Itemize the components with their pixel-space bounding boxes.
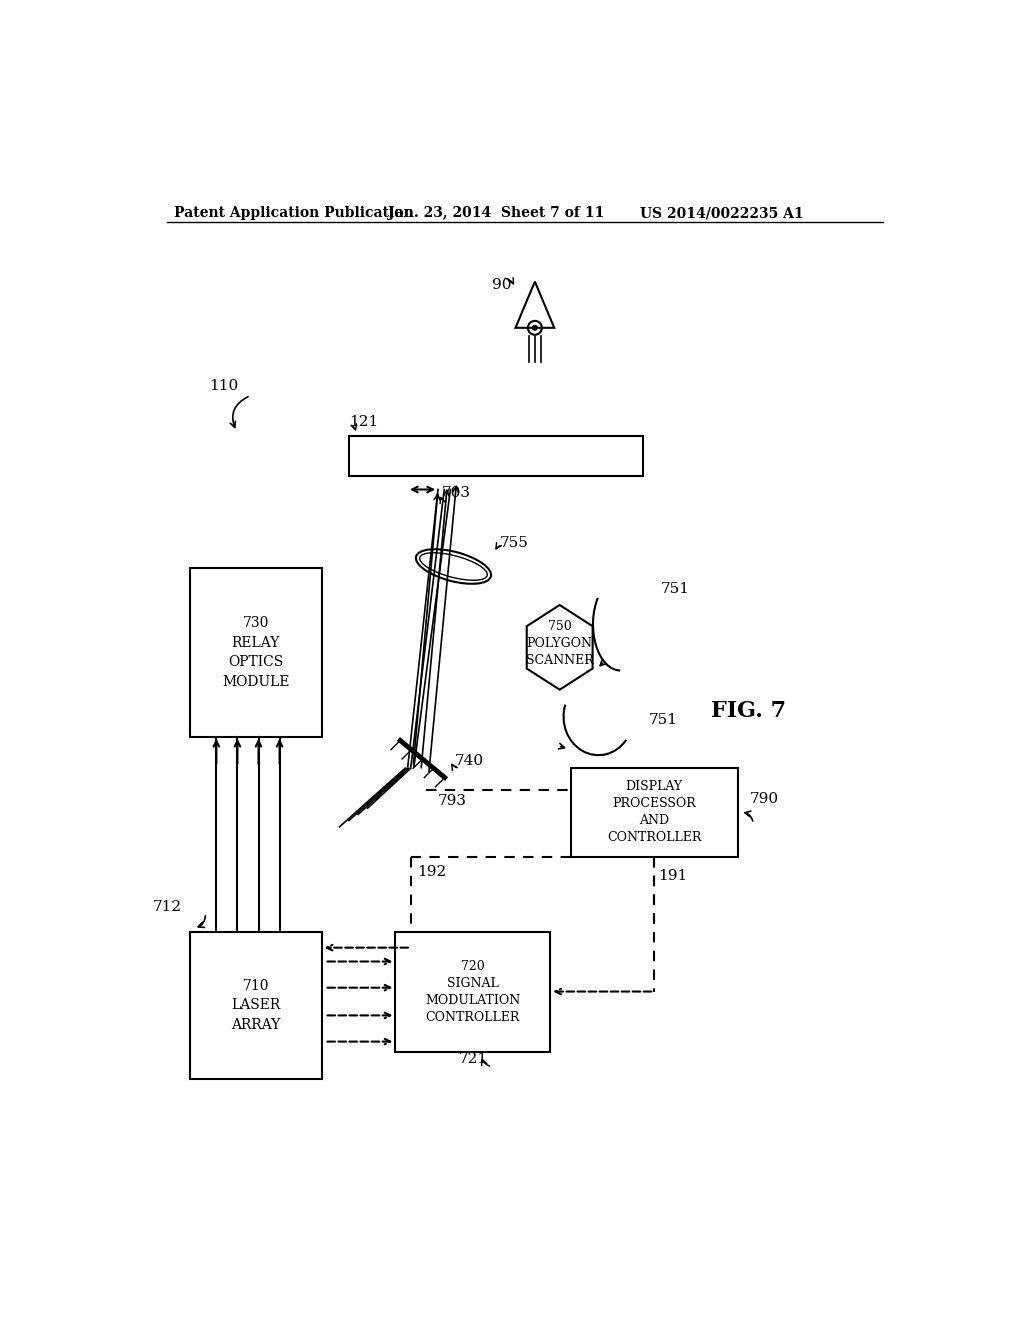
Circle shape (532, 326, 538, 330)
Text: 191: 191 (658, 869, 687, 883)
Text: Patent Application Publication: Patent Application Publication (174, 206, 414, 220)
Text: 121: 121 (349, 414, 378, 429)
Text: US 2014/0022235 A1: US 2014/0022235 A1 (640, 206, 803, 220)
Text: 721: 721 (459, 1052, 487, 1067)
Text: 90: 90 (493, 279, 512, 293)
FancyBboxPatch shape (190, 568, 322, 738)
Text: 710
LASER
ARRAY: 710 LASER ARRAY (231, 979, 281, 1032)
Text: 192: 192 (417, 865, 446, 879)
FancyBboxPatch shape (190, 932, 322, 1078)
Text: 755: 755 (500, 536, 528, 550)
Text: 790: 790 (750, 792, 778, 807)
Text: 793: 793 (438, 795, 467, 808)
Text: 712: 712 (154, 900, 182, 913)
Text: 740: 740 (455, 754, 484, 768)
Text: 720
SIGNAL
MODULATION
CONTROLLER: 720 SIGNAL MODULATION CONTROLLER (425, 960, 520, 1023)
Text: 751: 751 (649, 713, 678, 727)
Text: DISPLAY
PROCESSOR
AND
CONTROLLER: DISPLAY PROCESSOR AND CONTROLLER (607, 780, 701, 843)
Text: 703: 703 (442, 486, 471, 500)
Text: 730
RELAY
OPTICS
MODULE: 730 RELAY OPTICS MODULE (222, 616, 290, 689)
FancyBboxPatch shape (349, 436, 643, 475)
FancyBboxPatch shape (571, 768, 738, 857)
Text: Jan. 23, 2014  Sheet 7 of 11: Jan. 23, 2014 Sheet 7 of 11 (388, 206, 604, 220)
Text: 751: 751 (660, 582, 689, 597)
Text: FIG. 7: FIG. 7 (711, 700, 786, 722)
Text: 110: 110 (209, 379, 239, 392)
FancyBboxPatch shape (395, 932, 550, 1052)
Text: 750
POLYGON
SCANNER: 750 POLYGON SCANNER (525, 620, 594, 667)
